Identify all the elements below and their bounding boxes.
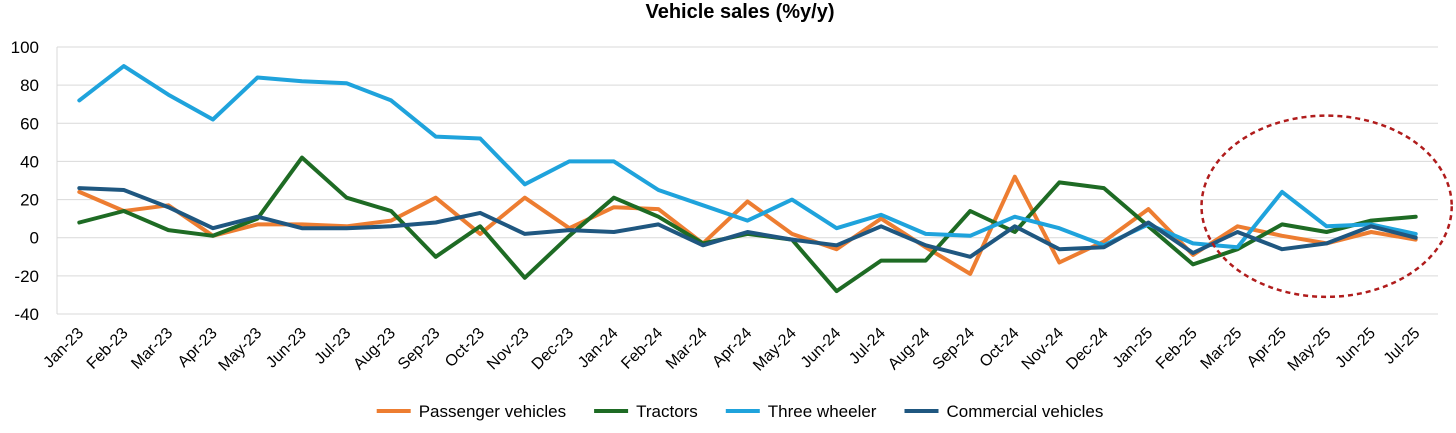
y-axis-ticks: 100 80 60 40 20 0 -20 -40 — [11, 38, 39, 324]
x-tick-label: Apr-24 — [709, 325, 755, 371]
legend-label: Passenger vehicles — [419, 402, 566, 421]
x-tick-label: Mar-24 — [663, 325, 711, 373]
legend-item: Tractors — [594, 402, 698, 421]
annotations — [1200, 114, 1453, 299]
x-tick-label: Jul-23 — [312, 325, 355, 368]
y-tick-label: -40 — [14, 305, 39, 324]
x-tick-label: Apr-23 — [175, 325, 221, 371]
legend-item: Commercial vehicles — [904, 402, 1104, 421]
y-tick-label: 60 — [20, 114, 39, 133]
x-tick-label: Jan-25 — [1110, 325, 1157, 372]
x-tick-label: Feb-23 — [84, 325, 132, 373]
x-tick-label: Apr-25 — [1244, 325, 1290, 371]
x-tick-label: Dec-24 — [1063, 325, 1112, 374]
y-tick-label: 100 — [11, 38, 39, 57]
x-tick-label: May-24 — [750, 325, 800, 375]
y-tick-label: 80 — [20, 76, 39, 95]
x-tick-label: May-25 — [1285, 325, 1335, 375]
x-tick-label: Jun-23 — [263, 325, 310, 372]
x-tick-label: Oct-24 — [977, 325, 1023, 371]
gridlines — [56, 46, 1438, 315]
chart-title: Vehicle sales (%y/y) — [645, 1, 834, 23]
x-tick-label: Dec-23 — [529, 325, 578, 374]
x-tick-label: Oct-23 — [442, 325, 488, 371]
x-tick-label: Aug-24 — [885, 325, 934, 374]
x-tick-label: Aug-23 — [350, 325, 399, 374]
x-tick-label: Nov-24 — [1019, 325, 1068, 374]
x-tick-label: Feb-25 — [1153, 325, 1201, 373]
x-tick-label: Jan-23 — [40, 325, 87, 372]
x-tick-label: Jul-25 — [1381, 325, 1424, 368]
x-tick-label: Jun-24 — [798, 325, 845, 372]
y-tick-label: 40 — [20, 152, 39, 171]
legend-item: Passenger vehicles — [376, 402, 566, 421]
x-tick-label: Feb-24 — [618, 325, 666, 373]
series-line-commercial-vehicles — [77, 186, 1418, 259]
y-tick-label: 0 — [30, 229, 39, 248]
legend-item: Three wheeler — [725, 402, 877, 421]
legend-label: Tractors — [636, 402, 698, 421]
legend-label: Three wheeler — [768, 402, 877, 421]
x-tick-label: Jun-25 — [1332, 325, 1379, 372]
x-tick-label: Jan-24 — [575, 325, 622, 372]
series-line-three-wheeler — [77, 64, 1418, 250]
y-tick-label: 20 — [20, 191, 39, 210]
x-tick-label: May-23 — [216, 325, 266, 375]
highlight-ellipse — [1200, 114, 1453, 299]
series-lines — [77, 64, 1418, 294]
legend-label: Commercial vehicles — [947, 402, 1104, 421]
x-tick-label: Nov-23 — [484, 325, 533, 374]
x-tick-label: Sep-23 — [395, 325, 444, 374]
legend: Passenger vehicles Tractors Three wheeler C… — [376, 402, 1104, 421]
x-tick-label: Sep-24 — [930, 325, 979, 374]
x-tick-label: Mar-23 — [128, 325, 176, 373]
y-tick-label: -20 — [14, 267, 39, 286]
x-tick-label: Mar-25 — [1197, 325, 1245, 373]
x-tick-label: Jul-24 — [846, 325, 889, 368]
